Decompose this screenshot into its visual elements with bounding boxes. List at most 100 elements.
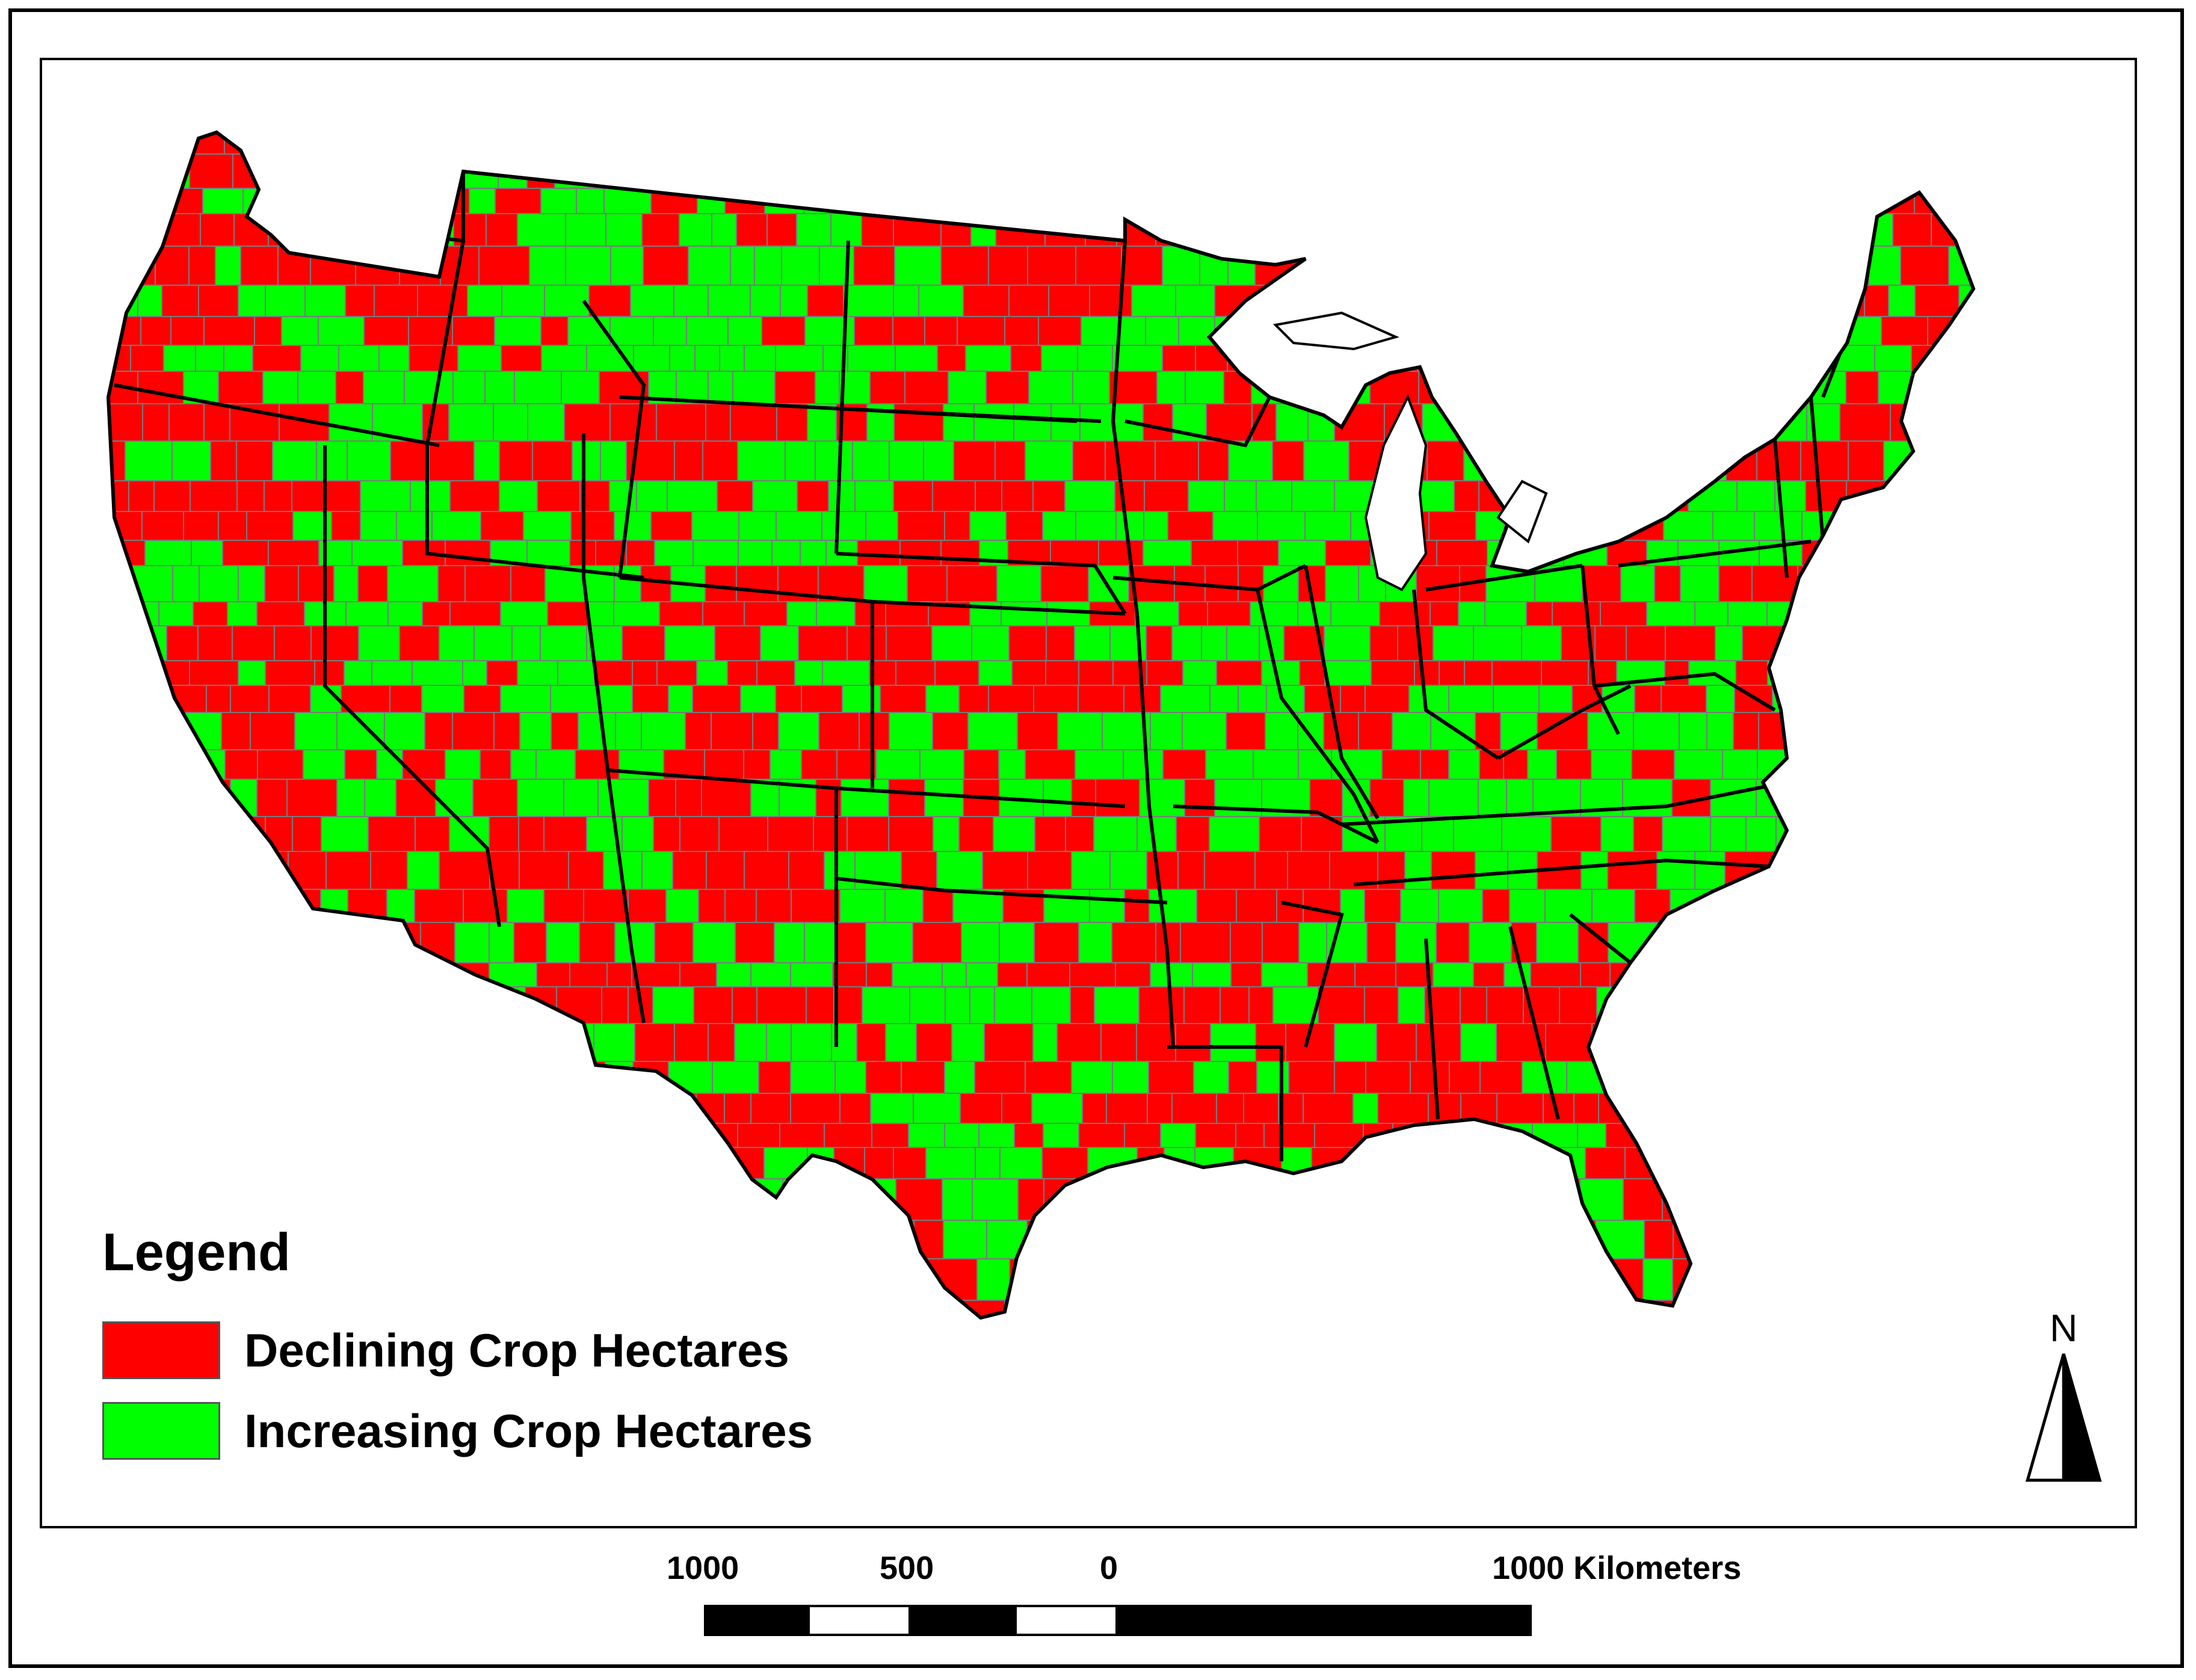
county-cell [384, 712, 425, 750]
county-cell [1662, 816, 1711, 852]
county-cell [1575, 480, 1617, 512]
county-cell [316, 153, 352, 189]
county-cell [551, 712, 579, 750]
county-cell [976, 1258, 1010, 1301]
county-cell [672, 851, 707, 890]
county-cell [1988, 246, 2013, 285]
county-cell [415, 816, 450, 852]
county-cell [1265, 1331, 1315, 1360]
county-cell [238, 565, 265, 602]
county-cell [1952, 132, 1973, 155]
county-cell [1071, 779, 1096, 817]
county-cell [282, 1023, 312, 1062]
county-cell [174, 712, 222, 750]
county-cell [1072, 440, 1106, 481]
county-cell [1278, 540, 1326, 566]
county-cell [108, 565, 125, 602]
county-cell [1880, 188, 1915, 214]
county-cell [885, 1023, 917, 1062]
county-cell [550, 685, 600, 713]
county-cell [1029, 1331, 1078, 1360]
county-cell [1449, 1061, 1481, 1094]
county-cell [202, 188, 244, 214]
county-cell [192, 1123, 233, 1148]
county-cell [1945, 345, 1973, 372]
county-cell [978, 660, 1013, 686]
county-cell [736, 565, 779, 602]
county-cell [122, 889, 155, 923]
county-cell [971, 625, 1010, 661]
county-cell [833, 1331, 866, 1360]
county-cell [1154, 132, 1185, 155]
county-cell [292, 188, 319, 214]
county-cell [256, 986, 297, 1024]
county-cell [1281, 371, 1321, 404]
county-cell [727, 316, 762, 346]
county-cell [905, 132, 956, 155]
county-cell [1723, 403, 1774, 442]
county-cell [922, 889, 954, 923]
county-cell [1923, 851, 1951, 890]
county-cell [215, 246, 241, 286]
county-cell [1976, 1259, 2024, 1300]
county-cell [1001, 1093, 1032, 1124]
county-cell [501, 345, 542, 372]
county-cell [316, 440, 348, 481]
county-cell [1616, 480, 1653, 512]
county-cell [1948, 440, 1973, 481]
county-cell [230, 685, 270, 713]
county-cell [1034, 922, 1079, 963]
county-cell [155, 816, 199, 852]
county-cell [1972, 712, 1973, 750]
county-cell [557, 660, 595, 686]
county-cell [1792, 660, 1842, 686]
county-cell [271, 1123, 303, 1148]
outer-frame [8, 8, 2184, 1668]
county-cell [1376, 1023, 1417, 1062]
county-cell [1462, 213, 1491, 247]
county-cell [888, 816, 934, 852]
county-cell [862, 986, 910, 1024]
county-cell [852, 440, 890, 481]
county-cell [1845, 371, 1879, 404]
county-cell [1958, 889, 1973, 923]
county-cell [154, 749, 188, 780]
county-cell [500, 601, 548, 626]
county-cell [385, 1023, 432, 1062]
county-cell [1149, 889, 1197, 923]
county-cell [1706, 712, 1734, 750]
county-cell [325, 480, 361, 512]
county-cell [236, 480, 265, 512]
county-cell [233, 851, 265, 890]
county-cell [752, 480, 798, 512]
county-cell [1726, 153, 1763, 189]
county-cell [1916, 625, 1951, 661]
county-cell [368, 1147, 404, 1179]
county-cell [203, 403, 230, 442]
county-cell [1914, 816, 1946, 852]
county-cell [974, 1061, 1026, 1094]
county-cell [912, 922, 962, 963]
county-cell [892, 962, 943, 987]
county-cell [1893, 1258, 1930, 1301]
county-cell [452, 316, 495, 346]
county-cell [1591, 889, 1635, 923]
county-cell [1809, 962, 1840, 987]
county-cell [1010, 345, 1042, 372]
county-cell [925, 685, 960, 713]
county-cell [363, 316, 409, 346]
county-cell [1388, 153, 1414, 189]
legend-swatch-declining [102, 1321, 220, 1379]
county-cell [1085, 213, 1117, 247]
county-cell [1866, 1147, 1918, 1179]
county-cell [1691, 1123, 1730, 1148]
county-cell [1600, 816, 1634, 852]
county-cell [1993, 851, 2026, 889]
county-cell [358, 625, 400, 661]
county-cell [1131, 285, 1176, 317]
county-cell [480, 749, 511, 780]
legend-swatch-increasing [102, 1402, 220, 1460]
county-cell [203, 316, 255, 346]
county-cell [1448, 749, 1480, 780]
county-cell [790, 962, 833, 987]
